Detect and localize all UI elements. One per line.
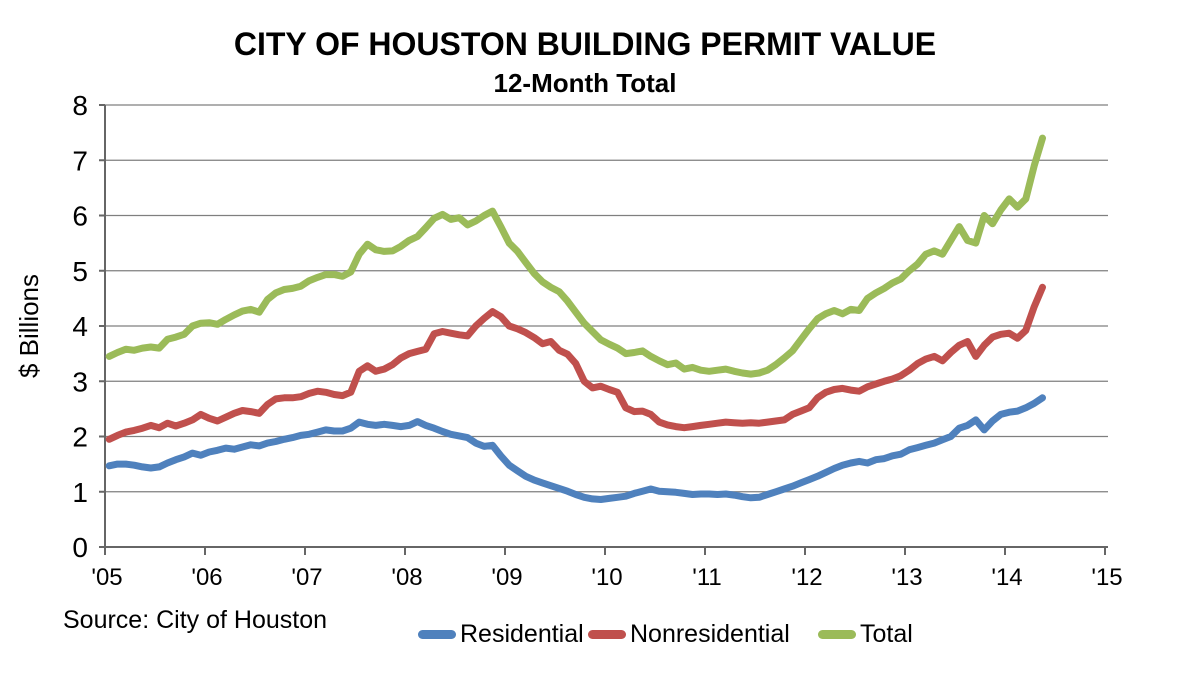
svg-text:'12: '12 (791, 564, 822, 591)
svg-text:6: 6 (72, 201, 88, 232)
legend-swatch-nonresidential (588, 629, 626, 639)
svg-text:4: 4 (72, 311, 88, 342)
series-line-nonresidential (105, 283, 1046, 443)
svg-text:0: 0 (72, 532, 88, 563)
legend-item-residential: Residential (418, 616, 584, 652)
svg-text:'05: '05 (91, 564, 122, 591)
legend-swatch-total (818, 629, 856, 639)
y-tick-labels: 0 1 2 3 4 5 6 7 8 (72, 90, 88, 563)
legend-label-residential: Residential (460, 619, 584, 648)
axis-ticks (99, 104, 1106, 555)
svg-text:'13: '13 (891, 564, 922, 591)
legend-item-nonresidential: Nonresidential (588, 616, 790, 652)
svg-text:'15: '15 (1091, 564, 1122, 591)
y-axis-label: $ Billions (14, 274, 44, 378)
gridlines (105, 104, 1108, 493)
svg-text:'11: '11 (692, 564, 722, 591)
source-note: Source: City of Houston (63, 606, 328, 634)
svg-text:1: 1 (72, 477, 88, 508)
chart-title: CITY OF HOUSTON BUILDING PERMIT VALUE (233, 26, 937, 62)
series-line-residential (105, 394, 1046, 503)
legend-item-total: Total (818, 616, 913, 652)
svg-text:'10: '10 (591, 564, 622, 591)
svg-text:'08: '08 (391, 564, 422, 591)
x-tick-labels: '05 '06 '07 '08 '09 '10 '11 '12 '13 '14 '15 (91, 564, 1122, 591)
svg-text:7: 7 (72, 145, 88, 176)
legend-label-total: Total (860, 619, 913, 648)
svg-text:2: 2 (72, 422, 88, 453)
svg-text:3: 3 (72, 366, 88, 397)
chart-subtitle: 12-Month Total (493, 68, 677, 98)
svg-text:'07: '07 (291, 564, 322, 591)
svg-text:'06: '06 (191, 564, 222, 591)
svg-text:5: 5 (72, 256, 88, 287)
legend: Residential Nonresidential Total (0, 616, 1200, 652)
legend-label-nonresidential: Nonresidential (630, 619, 790, 648)
legend-swatch-residential (418, 629, 456, 639)
svg-text:8: 8 (72, 90, 88, 121)
svg-text:'09: '09 (491, 564, 522, 591)
series-line-total (105, 134, 1046, 378)
svg-text:'14: '14 (991, 564, 1022, 591)
